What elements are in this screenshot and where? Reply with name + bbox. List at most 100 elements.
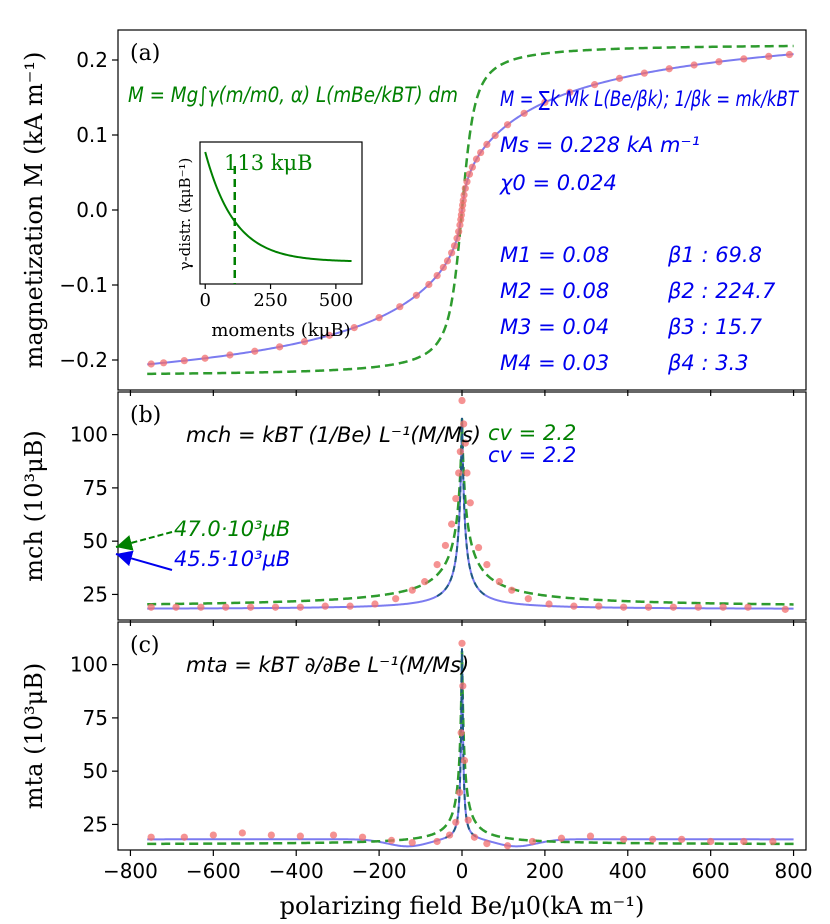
data-point-a	[740, 55, 748, 63]
data-point-a	[456, 221, 464, 229]
data-point-b	[620, 603, 628, 611]
data-point-c	[464, 816, 472, 824]
inset-marker-label: 113 kμB	[224, 151, 313, 175]
panel-b-equation: mch = kBT (1/Be) L⁻¹(M/Ms)	[186, 423, 481, 447]
blue-equation: M = ∑k Mk L(Be/βk); 1/βk = mk/kBT	[500, 87, 800, 111]
data-point-c	[329, 831, 338, 839]
data-point-b	[524, 595, 532, 603]
data-point-a	[450, 242, 459, 250]
data-point-a	[472, 155, 481, 163]
data-point-c	[452, 818, 460, 826]
x-tick-label: −600	[186, 859, 241, 883]
axis-ticks: −800 −600 −400 −200 0 200 400 600 800 −0.2 −0.1 0.0…	[59, 48, 812, 883]
data-point-a	[251, 347, 259, 355]
data-point-a	[503, 121, 512, 129]
data-point-c	[457, 729, 465, 737]
data-point-c	[460, 756, 469, 765]
inset-ylabel: γ-distr. (kμB⁻¹)	[176, 158, 194, 271]
data-point-a	[226, 351, 234, 359]
data-point-b	[474, 543, 483, 552]
data-point-b	[441, 541, 450, 550]
y-tick-label: 75	[83, 476, 108, 500]
data-point-c	[147, 833, 155, 841]
beta4-value: β4 : 3.3	[667, 351, 749, 375]
data-point-a	[147, 360, 155, 368]
y-tick-label: 75	[83, 706, 108, 730]
data-point-b	[461, 439, 469, 447]
panel-b-ylabel: mch (10³μB)	[20, 430, 48, 581]
x-tick-label: 0	[456, 859, 469, 883]
chi0-value: χ0 = 0.024	[499, 171, 617, 195]
data-point-c	[408, 838, 416, 847]
y-tick-label: 25	[83, 582, 108, 606]
inset-x-tick-label: 500	[319, 290, 353, 311]
data-point-c	[528, 837, 537, 846]
panel-a-ylabel: magnetization M (kA m⁻¹)	[20, 52, 48, 369]
y-tick-label: −0.2	[59, 348, 108, 372]
beta1-value: β1 : 69.8	[667, 243, 762, 267]
y-tick-label: 25	[83, 812, 108, 836]
data-point-a	[433, 272, 441, 280]
y-tick-label: 50	[83, 759, 108, 783]
data-point-b	[222, 603, 230, 611]
data-point-c	[455, 788, 464, 797]
data-point-a	[765, 52, 773, 60]
data-point-c	[483, 840, 491, 848]
data-point-b	[456, 448, 464, 456]
panel-b-label: (b)	[130, 403, 161, 428]
inset-x-tick-label: 250	[253, 290, 287, 311]
data-point-b	[448, 520, 456, 528]
data-point-b	[719, 603, 727, 611]
data-point-c	[620, 835, 628, 843]
data-point-a	[180, 357, 188, 365]
data-point-b	[458, 396, 466, 405]
data-point-a	[448, 249, 456, 257]
y-tick-label: 0.1	[76, 123, 108, 147]
data-point-b	[321, 602, 329, 610]
data-point-c	[296, 832, 304, 840]
data-point-a	[690, 61, 698, 69]
data-point-a	[276, 343, 284, 351]
x-axis-label: polarizing field Be/μ0(kA m⁻¹)	[280, 892, 645, 920]
data-points	[147, 50, 794, 850]
x-tick-label: −200	[352, 859, 407, 883]
data-point-b	[460, 420, 468, 428]
x-tick-label: 200	[526, 859, 564, 883]
panel-a-green-fit	[147, 44, 794, 376]
arrow-blue	[115, 550, 173, 571]
M3-value: M3 = 0.04	[500, 315, 609, 339]
arrow-label-green: 47.0·10³μB	[174, 517, 290, 541]
data-point-b	[455, 469, 463, 477]
data-point-a	[483, 140, 491, 148]
data-point-b	[346, 602, 354, 610]
data-point-b	[421, 578, 429, 586]
data-point-a	[453, 234, 461, 242]
data-point-a	[541, 98, 549, 106]
data-point-a	[491, 131, 499, 140]
panel-c-green-fit	[147, 651, 794, 846]
data-point-a	[159, 359, 168, 367]
data-point-b	[466, 499, 474, 507]
data-point-a	[425, 280, 433, 289]
beta2-value: β2 : 224.7	[667, 279, 776, 303]
M4-value: M4 = 0.03	[500, 351, 609, 375]
data-point-b	[570, 602, 578, 610]
data-point-c	[707, 837, 715, 846]
data-point-b	[408, 586, 416, 594]
data-point-b	[694, 603, 702, 611]
data-point-c	[209, 831, 217, 839]
M1-value: M1 = 0.08	[500, 243, 609, 267]
Ms-value: Ms = 0.228 kA m⁻¹	[500, 133, 700, 157]
data-point-c	[267, 831, 275, 839]
cv-blue: cv = 2.2	[488, 443, 576, 467]
data-point-c	[740, 837, 748, 846]
data-point-a	[439, 263, 447, 272]
data-point-c	[433, 837, 441, 846]
inset-xlabel: moments (kμB)	[211, 320, 350, 341]
data-point-a	[461, 184, 469, 192]
data-point-c	[769, 837, 777, 846]
data-point-a	[350, 324, 358, 332]
data-point-b	[197, 603, 205, 611]
data-point-c	[649, 835, 657, 843]
data-point-a	[455, 228, 463, 236]
